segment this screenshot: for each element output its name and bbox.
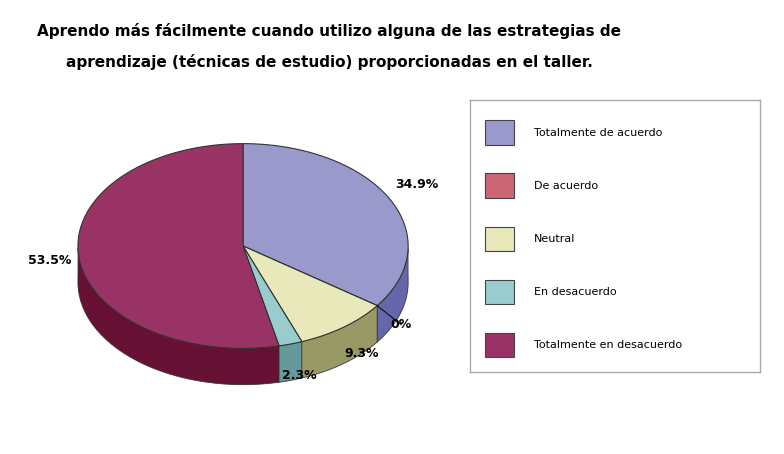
Polygon shape bbox=[302, 306, 377, 378]
Bar bbox=[485, 333, 514, 357]
Bar bbox=[485, 120, 514, 145]
Text: En desacuerdo: En desacuerdo bbox=[534, 287, 617, 297]
Polygon shape bbox=[279, 341, 302, 382]
Text: 2.3%: 2.3% bbox=[281, 369, 317, 382]
Text: Totalmente de acuerdo: Totalmente de acuerdo bbox=[534, 128, 662, 138]
Polygon shape bbox=[377, 249, 408, 342]
Polygon shape bbox=[78, 143, 279, 348]
Text: Aprendo más fácilmente cuando utilizo alguna de las estrategias de: Aprendo más fácilmente cuando utilizo al… bbox=[38, 23, 621, 39]
Bar bbox=[485, 280, 514, 304]
Bar bbox=[485, 227, 514, 251]
Text: 53.5%: 53.5% bbox=[27, 254, 71, 267]
Text: Neutral: Neutral bbox=[534, 234, 575, 244]
Bar bbox=[485, 173, 514, 198]
Polygon shape bbox=[78, 248, 279, 385]
Text: 34.9%: 34.9% bbox=[394, 178, 438, 191]
Polygon shape bbox=[78, 180, 408, 385]
Polygon shape bbox=[243, 246, 377, 306]
Polygon shape bbox=[243, 143, 408, 306]
Text: Totalmente en desacuerdo: Totalmente en desacuerdo bbox=[534, 340, 682, 350]
Polygon shape bbox=[243, 246, 302, 346]
Text: De acuerdo: De acuerdo bbox=[534, 181, 598, 191]
Text: 9.3%: 9.3% bbox=[345, 347, 379, 360]
Text: 0%: 0% bbox=[390, 318, 412, 331]
Text: aprendizaje (técnicas de estudio) proporcionadas en el taller.: aprendizaje (técnicas de estudio) propor… bbox=[66, 54, 593, 70]
Polygon shape bbox=[243, 246, 377, 341]
